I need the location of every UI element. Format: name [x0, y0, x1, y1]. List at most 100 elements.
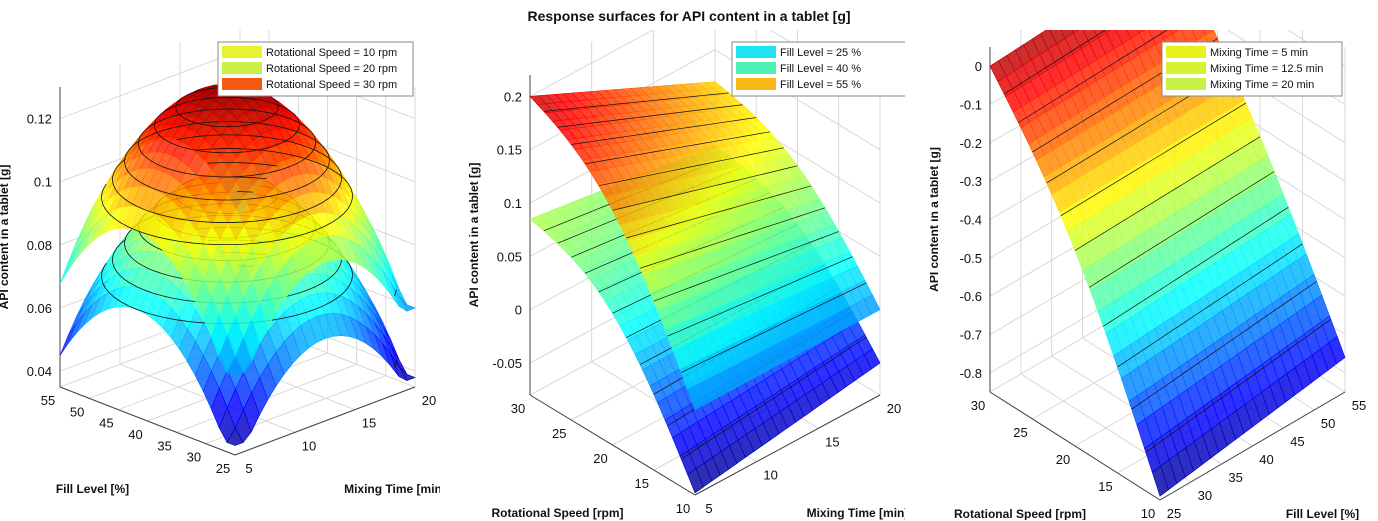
- y-axis-label: Fill Level [%]: [1286, 507, 1359, 520]
- contour-line: [101, 148, 353, 246]
- contour-line: [598, 147, 784, 187]
- z-tick-label: 0.1: [504, 196, 522, 211]
- tick-labels: 10 15 20 25 30 5 10 15 20 -0.05 0 0.05 0.1 0.15 0.2: [492, 89, 901, 516]
- x-tick-label: 55: [41, 393, 55, 408]
- y-tick-label: 55: [1352, 398, 1366, 413]
- x-axis-line: [529, 394, 696, 496]
- x-axis-label: Rotational Speed [rpm]: [954, 507, 1086, 520]
- x-tick-label: 25: [216, 461, 230, 476]
- contour-line: [1103, 206, 1289, 327]
- z-axis-label: API content in a tablet [g]: [0, 165, 11, 310]
- y-tick-label: 20: [887, 401, 901, 416]
- legend-swatch: [222, 78, 262, 90]
- z-tick-label: 0.06: [27, 301, 52, 316]
- x-tick-label: 30: [511, 401, 525, 416]
- x-tick-label: 20: [1056, 452, 1070, 467]
- x-tick-label: 20: [593, 451, 607, 466]
- legend: Rotational Speed = 10 rpm Rotational Spee…: [217, 41, 414, 97]
- z-tick-label: -0.1: [960, 98, 982, 113]
- contour-line: [681, 336, 867, 460]
- contour-line: [1018, 30, 1168, 123]
- legend-swatch: [1166, 46, 1206, 58]
- x-tick-label: 25: [552, 426, 566, 441]
- x-axis-line: [59, 386, 236, 456]
- x-tick-label: 35: [157, 438, 171, 453]
- z-tick-label: 0: [515, 303, 522, 318]
- contour-line: [681, 282, 867, 373]
- contour-line: [207, 162, 278, 167]
- legend-swatch: [736, 78, 776, 90]
- z-axis-label: API content in a tablet [g]: [930, 147, 941, 292]
- surface-patch: [226, 427, 244, 446]
- legend-swatch: [736, 46, 776, 58]
- y-tick-label: 5: [705, 501, 712, 516]
- y-tick-label: 15: [362, 416, 376, 431]
- contour-line: [1074, 136, 1261, 251]
- y-tick-label: 15: [825, 434, 839, 449]
- z-tick-label: 0.04: [27, 364, 52, 379]
- legend-swatch: [1166, 78, 1206, 90]
- legend-entry: Rotational Speed = 10 rpm: [266, 47, 397, 59]
- figure-title: Response surfaces for API content in a t…: [527, 8, 851, 24]
- z-tick-label: 0.1: [34, 175, 52, 190]
- legend-swatch: [222, 62, 262, 74]
- x-axis-label: Rotational Speed [rpm]: [491, 506, 623, 520]
- z-tick-label: -0.7: [960, 328, 982, 343]
- legend-entry: Mixing Time = 5 min: [1210, 47, 1308, 59]
- contour-line: [394, 360, 397, 368]
- surfaces: [59, 83, 416, 446]
- legend-entry: Fill Level = 55 %: [780, 79, 861, 91]
- z-tick-label: -0.2: [960, 136, 982, 151]
- y-axis-label: Mixing Time [min]: [344, 482, 440, 496]
- legend: Mixing Time = 5 min Mixing Time = 12.5 mi…: [1161, 41, 1343, 97]
- y-tick-label: 45: [1290, 434, 1304, 449]
- panel-speed-mixing: 10 15 20 25 30 5 10 15 20 -0.05 0 0.05 0.1 0.15 0.2 Rot…: [467, 30, 905, 520]
- x-axis-line: [989, 391, 1161, 501]
- y-tick-label: 50: [1321, 416, 1335, 431]
- y-tick-label: 40: [1259, 452, 1273, 467]
- surface-patch: [226, 356, 244, 377]
- z-tick-label: -0.4: [960, 213, 982, 228]
- contour-line: [1088, 171, 1275, 288]
- x-tick-label: 40: [128, 427, 142, 442]
- x-tick-label: 15: [635, 476, 649, 491]
- x-tick-label: 10: [1141, 506, 1155, 520]
- z-tick-label: -0.5: [960, 251, 982, 266]
- y-axis-line: [1159, 391, 1346, 501]
- surface-patch: [687, 468, 704, 494]
- z-tick-label: 0.15: [497, 143, 522, 158]
- surface-patch: [687, 384, 704, 411]
- surface-patch: [1151, 465, 1169, 497]
- legend-swatch: [736, 62, 776, 74]
- y-tick-label: 5: [245, 461, 252, 476]
- legend-entry: Fill Level = 25 %: [780, 47, 861, 59]
- y-tick-label: 10: [763, 468, 777, 483]
- z-tick-label: 0: [975, 59, 982, 74]
- z-tick-label: 0.08: [27, 238, 52, 253]
- response-surface: [529, 81, 881, 411]
- z-tick-label: 0.12: [27, 112, 52, 127]
- contour-line: [112, 134, 342, 223]
- x-tick-label: 10: [676, 501, 690, 516]
- panel-fill-mixing: 2530354045505551015200.040.060.080.10.12…: [0, 30, 440, 496]
- y-tick-label: 10: [302, 438, 316, 453]
- y-tick-label: 20: [422, 393, 436, 408]
- contour-line: [124, 121, 330, 201]
- x-tick-label: 50: [70, 404, 84, 419]
- response-surface: [989, 30, 1346, 497]
- surfaces: [989, 30, 1346, 497]
- y-axis-line: [234, 386, 416, 456]
- legend-entry: Rotational Speed = 30 rpm: [266, 79, 397, 91]
- y-axis-label: Mixing Time [min]: [807, 506, 905, 520]
- z-tick-label: -0.05: [492, 356, 522, 371]
- y-tick-label: 35: [1228, 470, 1242, 485]
- contour-line: [584, 131, 771, 165]
- surface-patch: [59, 248, 77, 284]
- z-tick-label: -0.8: [960, 366, 982, 381]
- x-tick-label: 25: [1013, 425, 1027, 440]
- z-tick-label: 0.2: [504, 89, 522, 104]
- z-tick-label: 0.05: [497, 249, 522, 264]
- contour-line: [639, 207, 826, 269]
- legend-swatch: [1166, 62, 1206, 74]
